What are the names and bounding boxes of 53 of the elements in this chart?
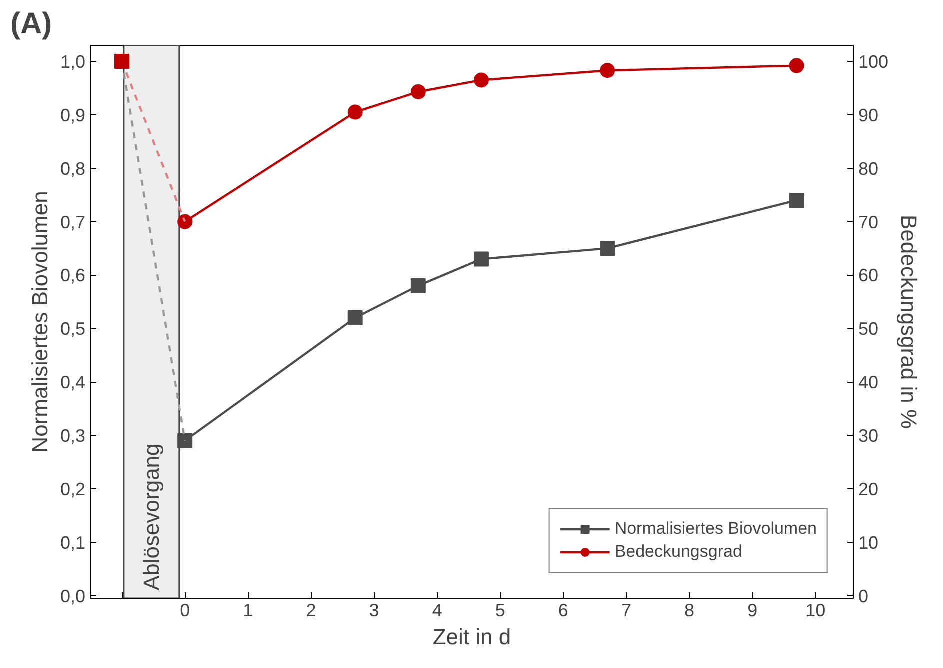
y2-tick-label: 40 bbox=[858, 372, 879, 393]
y2-axis-title: Bedeckungsgrad in % bbox=[896, 214, 922, 430]
point bbox=[474, 252, 489, 267]
legend-label: Bedeckungsgrad bbox=[614, 542, 742, 562]
y-tick-label: 0,5 bbox=[60, 319, 86, 340]
point bbox=[178, 433, 193, 448]
y-tick-label: 0,4 bbox=[60, 372, 86, 393]
y-tick-label: 0,8 bbox=[60, 158, 86, 179]
x-tick-label: 4 bbox=[432, 600, 442, 620]
point bbox=[348, 310, 363, 326]
y-tick-label: 0,7 bbox=[60, 212, 86, 232]
point bbox=[178, 214, 193, 230]
y2-tick-label: 30 bbox=[858, 426, 879, 446]
legend-label: Normalisiertes Biovolumen bbox=[614, 519, 817, 539]
x-tick-label: 6 bbox=[558, 600, 568, 620]
point bbox=[474, 72, 489, 88]
x-tick-label: 3 bbox=[369, 600, 380, 620]
point bbox=[600, 63, 616, 78]
y-axis-title: Normalisiertes Biovolumen bbox=[27, 191, 52, 453]
point bbox=[410, 278, 426, 294]
y2-tick-label: 0 bbox=[858, 586, 869, 606]
y2-tick-label: 90 bbox=[858, 105, 879, 126]
x-tick-label: 0 bbox=[180, 600, 190, 620]
chart-title: (A) bbox=[10, 8, 52, 40]
point bbox=[348, 104, 363, 120]
y-tick-label: 0,9 bbox=[60, 105, 86, 126]
x-tick-label: 5 bbox=[495, 600, 506, 620]
point bbox=[789, 192, 804, 208]
y-tick-label: 1,0 bbox=[60, 52, 86, 72]
y2-tick-label: 20 bbox=[858, 479, 879, 500]
point bbox=[410, 84, 426, 100]
x-tick-label: 2 bbox=[306, 600, 316, 620]
x-tick-label: 8 bbox=[684, 600, 695, 620]
band-label: Ablösevorgang bbox=[139, 444, 164, 590]
y-tick-label: 0,2 bbox=[60, 479, 86, 500]
y2-tick-label: 80 bbox=[858, 158, 879, 179]
x-tick-label: 9 bbox=[748, 600, 758, 620]
y2-tick-label: 100 bbox=[858, 52, 889, 72]
point bbox=[114, 54, 130, 70]
y-tick-label: 0,1 bbox=[60, 532, 86, 553]
point bbox=[789, 58, 804, 74]
x-tick-label: 1 bbox=[243, 600, 254, 620]
y2-tick-label: 10 bbox=[858, 532, 879, 553]
x-tick-label: 10 bbox=[806, 600, 826, 620]
y-tick-label: 0,6 bbox=[60, 266, 86, 286]
y2-tick-label: 50 bbox=[858, 319, 879, 340]
x-tick-label: 7 bbox=[621, 600, 632, 620]
y2-tick-label: 70 bbox=[858, 212, 879, 232]
y-tick-label: 0,3 bbox=[60, 426, 86, 446]
x-axis-title: Zeit in d bbox=[432, 624, 512, 650]
y-tick-label: 0,0 bbox=[60, 586, 86, 606]
point bbox=[600, 241, 616, 256]
y2-tick-label: 60 bbox=[858, 266, 879, 286]
